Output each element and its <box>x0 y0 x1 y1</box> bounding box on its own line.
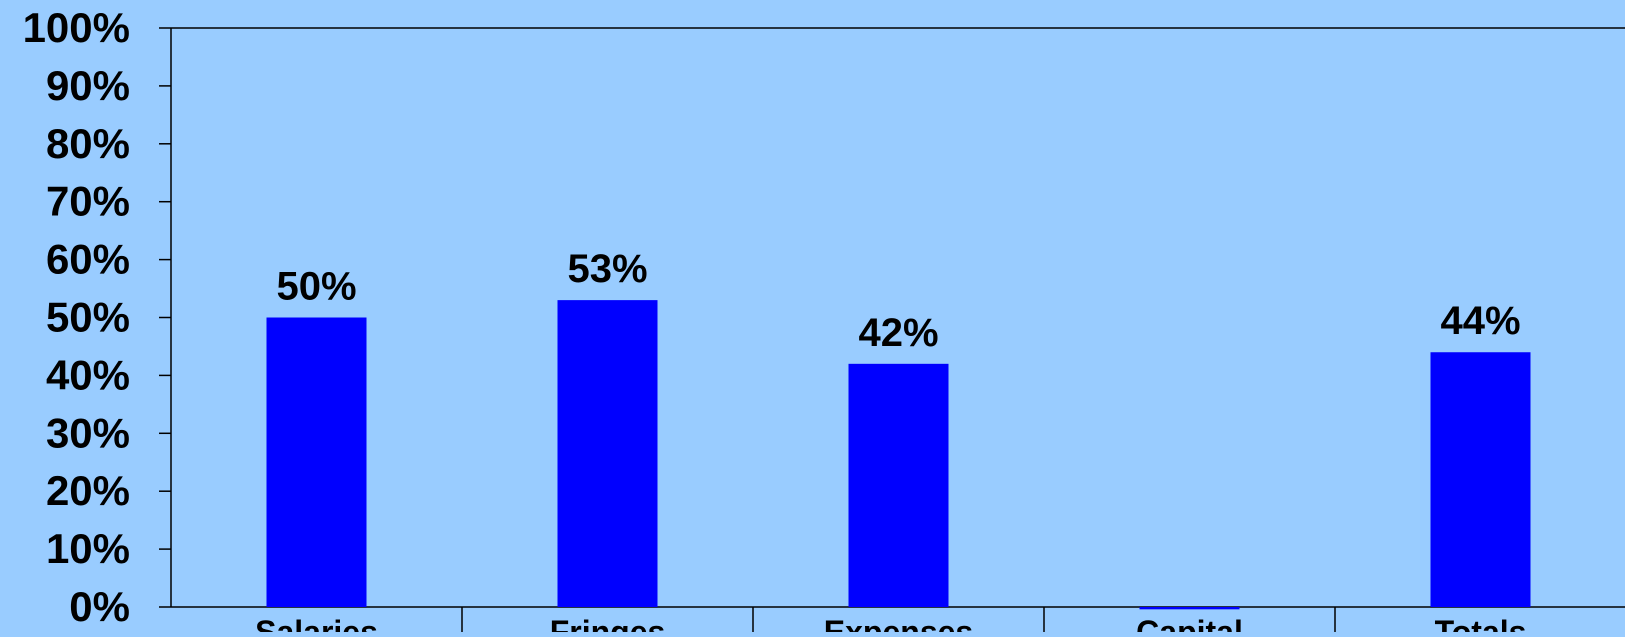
y-tick-label: 90% <box>46 62 130 109</box>
y-tick-label: 20% <box>46 467 130 514</box>
y-tick-label: 0% <box>69 583 130 630</box>
data-label-fringes: 53% <box>567 247 647 291</box>
bar-series <box>266 300 1531 610</box>
y-tick-label: 40% <box>46 351 130 398</box>
bar-fringes <box>557 300 658 607</box>
data-label-group: 50% 53% 42% 44% <box>276 247 1520 355</box>
data-label-expenses: 42% <box>858 311 938 355</box>
x-axis: Salaries Fringes Expenses Capital Totals <box>171 606 1625 637</box>
data-label-totals: 44% <box>1440 299 1520 343</box>
x-tick-label: Totals <box>1435 614 1527 632</box>
y-tick-label: 10% <box>46 525 130 572</box>
x-tick-label: Expenses <box>824 614 973 632</box>
x-tick-label: Fringes <box>550 614 666 632</box>
data-label-salaries: 50% <box>276 265 356 309</box>
y-tick-label: 30% <box>46 409 130 456</box>
x-tick-label: Salaries <box>255 614 378 632</box>
y-tick-label: 80% <box>46 120 130 167</box>
bar-totals <box>1430 352 1531 607</box>
y-tick-label: 50% <box>46 294 130 341</box>
y-axis: 0% 10% 20% 30% 40% 50% 60% 70% 80% 90% 100% <box>23 4 1625 630</box>
y-tick-label: 60% <box>46 236 130 283</box>
bar-expenses <box>848 363 949 607</box>
y-tick-label: 100% <box>23 4 130 51</box>
x-tick-label: Capital <box>1136 614 1243 632</box>
bar-capital <box>1139 607 1240 610</box>
y-tick-label: 70% <box>46 178 130 225</box>
bar-salaries <box>266 317 367 607</box>
